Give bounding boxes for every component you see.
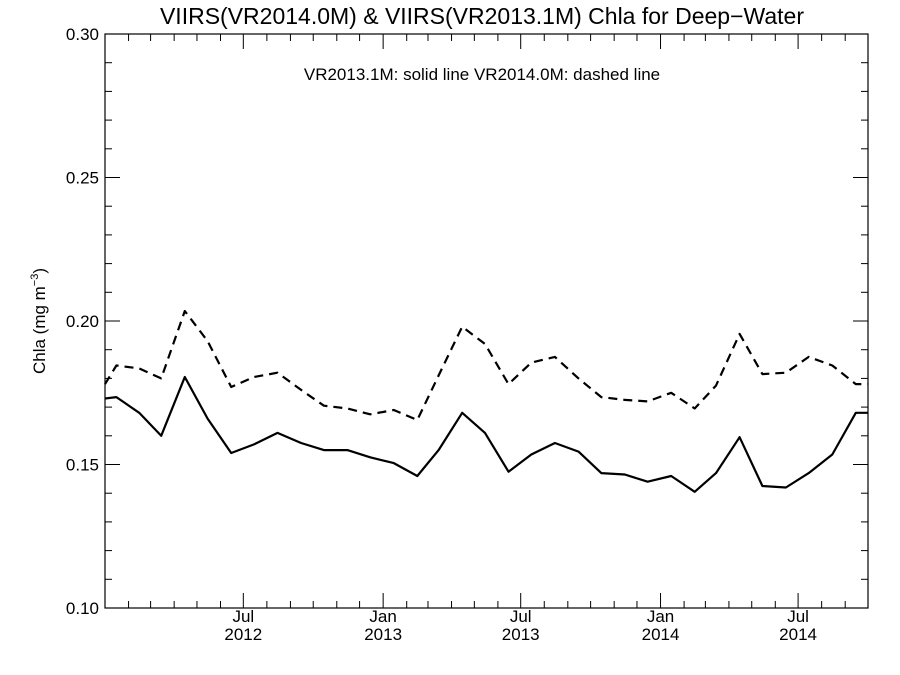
x-tick-label-month: Jul: [787, 607, 809, 626]
series-line-dashed: [104, 309, 868, 422]
y-axis-label-close: ): [30, 268, 49, 274]
y-tick-label: 0.25: [66, 169, 99, 188]
series-group: [104, 309, 868, 493]
y-tick-label: 0.20: [66, 312, 99, 331]
x-tick-label-month: Jan: [647, 607, 674, 626]
x-tick-label-year: 2014: [779, 625, 817, 644]
legend-annotation: VR2013.1M: solid line VR2014.0M: dashed …: [304, 65, 660, 84]
x-tick-label-year: 2012: [224, 625, 262, 644]
x-tick-label-month: Jul: [232, 607, 254, 626]
y-tick-label: 0.10: [66, 599, 99, 618]
y-tick-label: 0.30: [66, 25, 99, 44]
x-tick-label-year: 2014: [642, 625, 680, 644]
x-tick-label-month: Jan: [369, 607, 396, 626]
y-axis: 0.10 0.15 0.20 0.25 0.30: [66, 25, 868, 618]
plot-frame: [104, 33, 869, 609]
x-tick-label-month: Jul: [510, 607, 532, 626]
chart-title: VIIRS(VR2014.0M) & VIIRS(VR2013.1M) Chla…: [160, 3, 804, 29]
y-axis-label-main: Chla (mg m: [30, 286, 49, 374]
x-tick-label-year: 2013: [502, 625, 540, 644]
y-axis-label-exponent: −3: [29, 274, 41, 287]
x-tick-label-year: 2013: [364, 625, 402, 644]
series-line-solid: [104, 375, 868, 493]
y-axis-label: Chla (mg m−3): [29, 268, 49, 374]
y-tick-label: 0.15: [66, 456, 99, 475]
